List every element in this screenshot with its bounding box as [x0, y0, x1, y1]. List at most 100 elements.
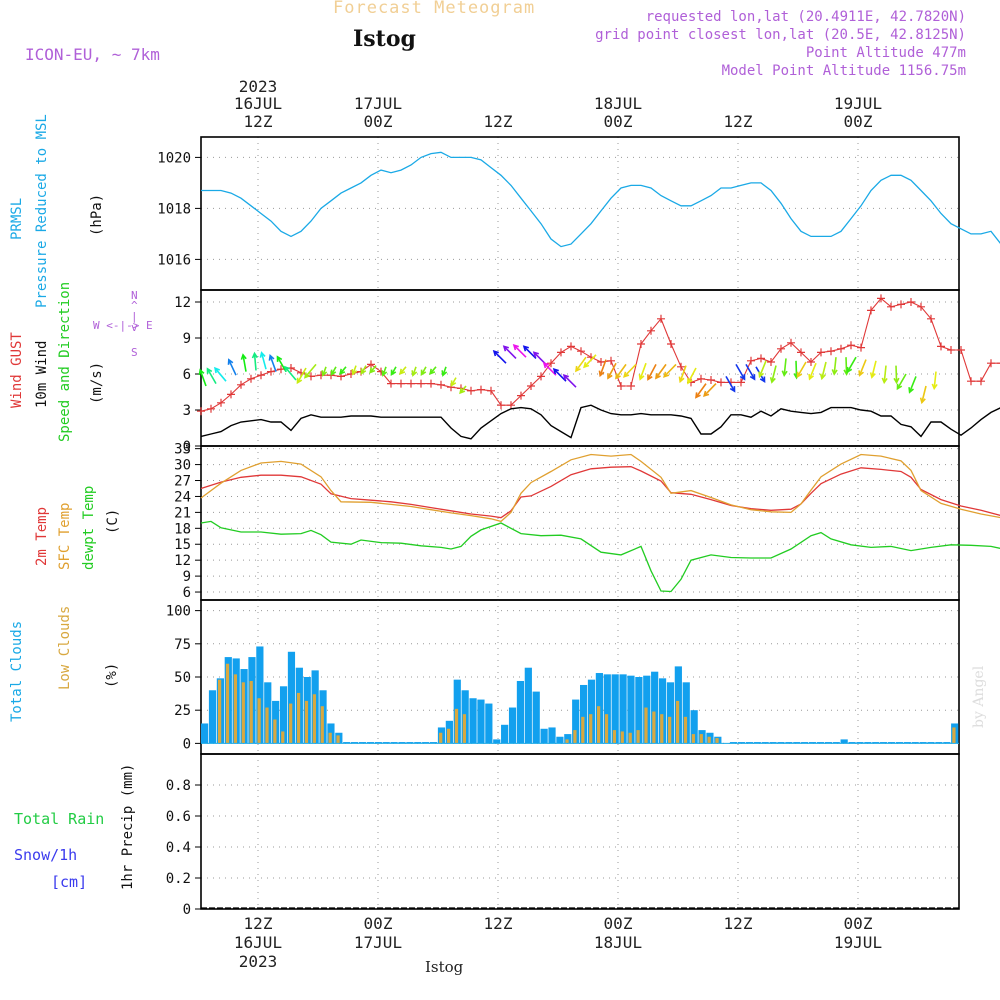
- gust-marker: [547, 359, 555, 368]
- wind-arrow-head: [919, 397, 926, 405]
- total-cloud-bar: [785, 742, 793, 744]
- y-tick-label: 9: [183, 569, 191, 585]
- gust-marker: [537, 372, 545, 381]
- y-tick-label: 30: [174, 458, 191, 474]
- wind-arrow-head: [459, 387, 466, 395]
- low-cloud-bar: [683, 716, 688, 744]
- wind-arrow-head: [198, 368, 205, 376]
- gust-marker: [557, 348, 565, 357]
- top-hour-label: 12Z: [244, 112, 273, 131]
- gust-marker: [607, 356, 615, 365]
- wind-arrow: [553, 368, 567, 382]
- wind-arrow-head: [678, 376, 685, 384]
- gust-marker: [927, 314, 935, 323]
- y-tick-label: 0.8: [166, 778, 191, 794]
- y-tick-label: 6: [183, 367, 191, 383]
- low-cloud-bar: [217, 679, 222, 744]
- total-cloud-bar: [816, 742, 825, 744]
- gust-marker: [987, 359, 995, 368]
- low-cloud-bar: [589, 714, 593, 744]
- gust-marker: [907, 298, 915, 306]
- wind-arrow-head: [781, 370, 788, 377]
- total-cloud-bar: [256, 646, 264, 744]
- total-cloud-bar: [429, 742, 438, 744]
- gust-marker: [867, 306, 875, 315]
- gust-line: [200, 297, 1000, 412]
- wind-arrow: [563, 374, 577, 388]
- y-tick-label: 1020: [157, 150, 191, 166]
- low-cloud-bar: [668, 716, 672, 744]
- gust-marker: [787, 338, 795, 347]
- total-cloud-bar: [880, 742, 888, 744]
- wind-arrow: [895, 365, 898, 383]
- y-tick-label: 1016: [157, 252, 191, 268]
- wind-arrow: [639, 362, 647, 380]
- wind-arrow: [228, 359, 237, 376]
- snow-unit-label: [cm]: [51, 873, 88, 891]
- gust-marker: [747, 356, 755, 365]
- wind-arrow: [304, 363, 317, 378]
- wind-arrow: [199, 369, 207, 387]
- wind-arrow-head: [360, 368, 367, 375]
- wind-arrow-head: [450, 380, 457, 387]
- wind-arrow: [284, 366, 297, 381]
- low-cloud-bar: [652, 711, 656, 744]
- gust-marker: [967, 377, 975, 386]
- total-cloud-bar: [801, 742, 809, 744]
- y-tick-label: 0: [183, 736, 191, 752]
- wind-arrow: [583, 354, 597, 368]
- total-cloud-bar: [516, 680, 525, 744]
- wind-arrow: [260, 352, 267, 370]
- wind-arrow: [871, 360, 877, 378]
- grid-point-coords: grid point closest lon,lat (20.5E, 42.81…: [595, 27, 966, 43]
- gust-marker: [997, 362, 1000, 364]
- top-hour-label: 00Z: [364, 112, 393, 131]
- wind-arrow: [783, 358, 787, 376]
- wind-arrow-head: [655, 373, 661, 380]
- total-cloud-bar: [895, 742, 904, 744]
- wind-arrow-head: [687, 378, 693, 385]
- total-cloud-bar: [580, 684, 588, 744]
- y-tick-label: 6: [183, 585, 191, 601]
- dewpoint-line: [200, 520, 1000, 593]
- wind-arrow-head: [638, 374, 645, 381]
- wind-arrow: [206, 368, 217, 385]
- low-cloud-bar: [691, 734, 695, 744]
- total-cloud-bar: [887, 742, 896, 744]
- wind-arrow: [908, 376, 917, 393]
- wind-arrow: [921, 385, 927, 403]
- low-cloud-bar: [660, 714, 664, 744]
- total-cloud-bar: [619, 674, 627, 744]
- gust-marker: [387, 379, 395, 388]
- total-cloud-bar: [343, 742, 351, 744]
- wind-line: [200, 404, 1000, 440]
- gust-marker: [417, 379, 425, 388]
- y-tick-label: 75: [174, 637, 191, 653]
- low-cloud-bar: [281, 731, 285, 744]
- y-tick-label: 0.6: [166, 809, 191, 825]
- gust-marker: [257, 371, 265, 380]
- wind-arrow: [703, 383, 717, 397]
- total-cloud-bar: [753, 742, 761, 744]
- wind-arrow-head: [214, 366, 221, 374]
- wind-arrow: [296, 367, 307, 384]
- total-cloud-bar: [848, 742, 856, 744]
- gust-marker: [577, 347, 585, 356]
- gust-marker: [857, 343, 865, 352]
- wind-arrow: [883, 365, 887, 383]
- wind-arrow: [242, 354, 247, 372]
- total-cloud-bar: [856, 742, 864, 744]
- compass-ns-arrow: ^ | v: [131, 299, 138, 334]
- wind-arrow-head: [831, 369, 838, 376]
- wind-arrow-head: [390, 369, 397, 377]
- gust-marker: [637, 340, 645, 348]
- total-cloud-bar: [927, 742, 935, 744]
- y-tick-label: 12: [174, 553, 191, 569]
- gust-marker: [877, 294, 885, 303]
- low-cloud-bar: [249, 680, 253, 744]
- low-cloud-bar: [644, 707, 648, 744]
- bottom-date-label: 17JUL: [354, 933, 402, 952]
- total-cloud-bar: [911, 742, 919, 744]
- low-cloud-bar: [636, 730, 640, 744]
